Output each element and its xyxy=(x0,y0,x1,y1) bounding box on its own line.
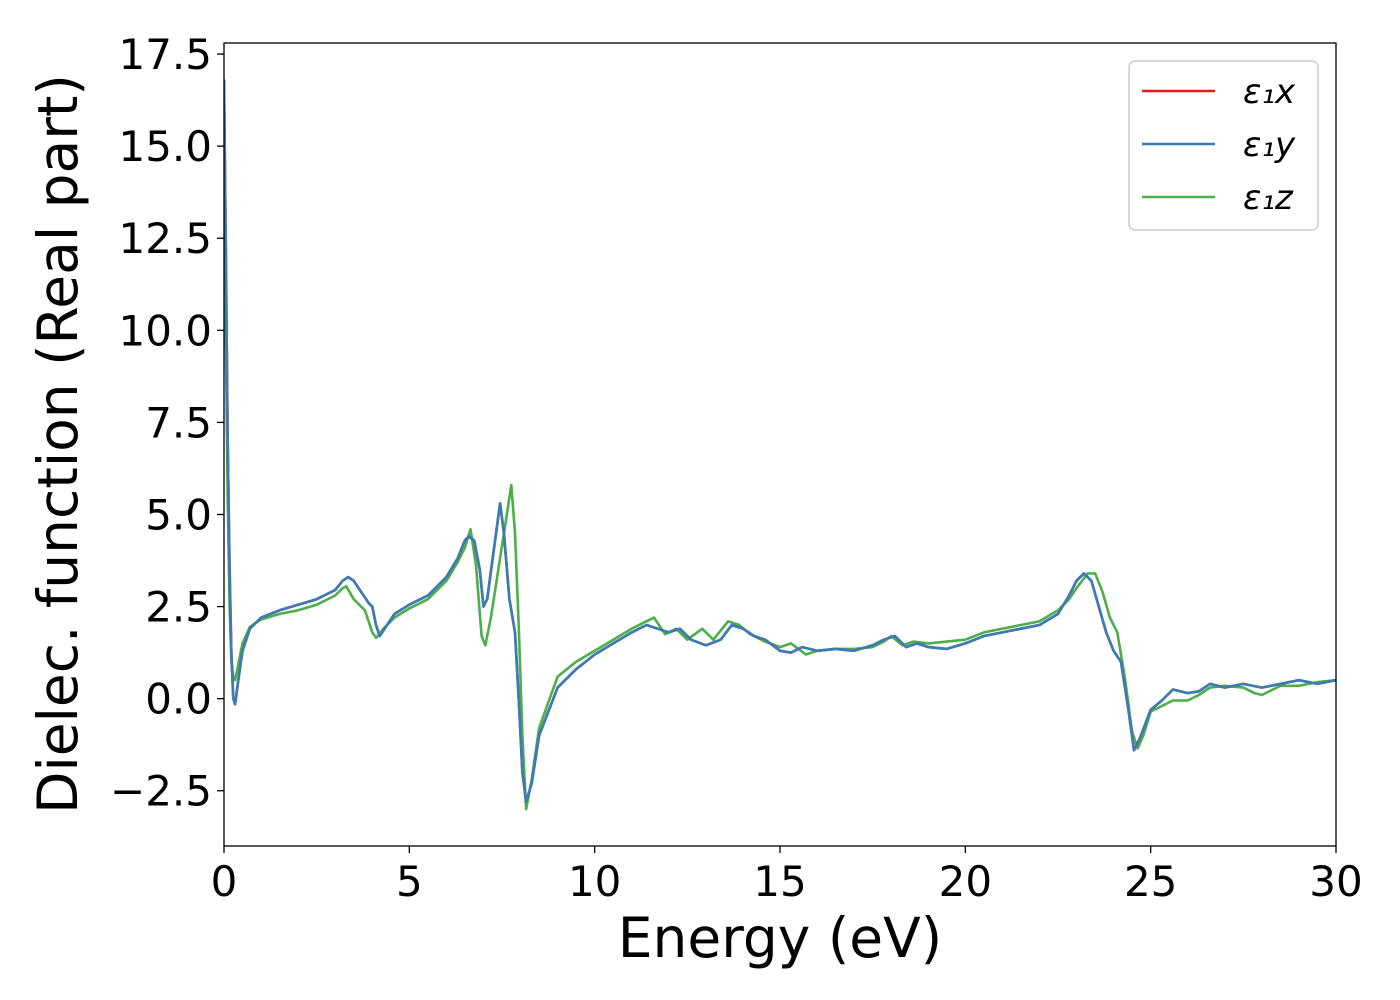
series-line-1 xyxy=(224,79,1336,804)
legend-label: ε₁x xyxy=(1243,72,1296,112)
y-tick-label: 10.0 xyxy=(118,306,212,355)
legend-label: ε₁y xyxy=(1243,125,1296,165)
x-tick-label: 25 xyxy=(1124,857,1177,906)
x-tick-label: 20 xyxy=(939,857,992,906)
series-line-2 xyxy=(224,182,1336,811)
y-tick-label: 15.0 xyxy=(118,122,212,171)
x-tick-label: 0 xyxy=(211,857,238,906)
x-tick-label: 30 xyxy=(1309,857,1362,906)
y-tick-label: 5.0 xyxy=(145,490,212,539)
y-tick-label: 7.5 xyxy=(145,398,212,447)
x-tick-label: 15 xyxy=(753,857,806,906)
y-tick-label: −2.5 xyxy=(110,767,212,816)
y-axis-label: Dielec. function (Real part) xyxy=(26,74,90,814)
y-axis: −2.5 0.0 2.5 5.0 7.5 10.0 12.5 15.0 17.5 xyxy=(110,30,224,816)
x-tick-label: 5 xyxy=(396,857,423,906)
legend-label: ε₁z xyxy=(1243,178,1294,218)
x-axis: 0 5 10 15 20 25 30 xyxy=(211,846,1363,906)
y-tick-label: 12.5 xyxy=(118,214,212,263)
y-tick-label: 0.0 xyxy=(145,675,212,724)
legend-box xyxy=(1128,60,1319,231)
y-tick-label: 17.5 xyxy=(118,30,212,79)
x-tick-label: 10 xyxy=(568,857,621,906)
legend: ε₁x ε₁y ε₁z xyxy=(1128,60,1319,231)
x-axis-label: Energy (eV) xyxy=(618,906,942,970)
series-lines xyxy=(224,79,1336,811)
y-tick-label: 2.5 xyxy=(145,583,212,632)
